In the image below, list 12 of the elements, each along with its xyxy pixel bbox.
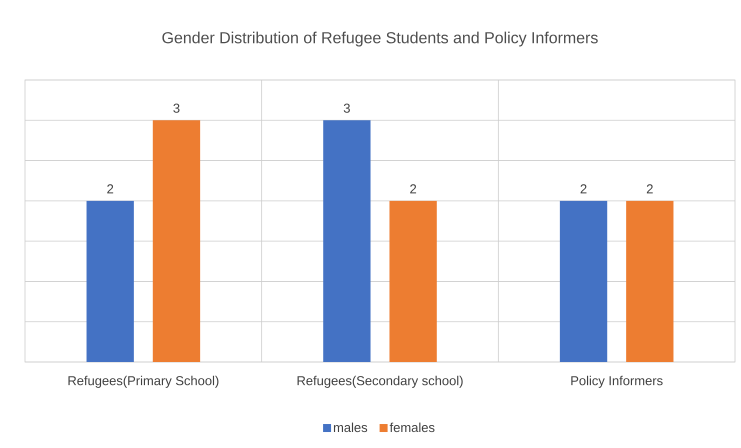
x-tick-label: Policy Informers xyxy=(571,376,663,388)
chart-title: Gender Distribution of Refugee Students and Policy Informers xyxy=(162,32,598,47)
data-label: 2 xyxy=(410,184,416,194)
data-label: 3 xyxy=(344,104,350,113)
data-label: 3 xyxy=(173,104,180,113)
legend-label: males xyxy=(334,422,368,432)
data-label: 2 xyxy=(580,184,586,194)
data-label: 2 xyxy=(107,184,114,194)
legend-label: females xyxy=(390,422,434,432)
x-tick-label: Refugees(Secondary school) xyxy=(298,376,463,388)
data-label: 2 xyxy=(646,184,653,194)
x-tick-label: Refugees(Primary School) xyxy=(68,376,218,388)
